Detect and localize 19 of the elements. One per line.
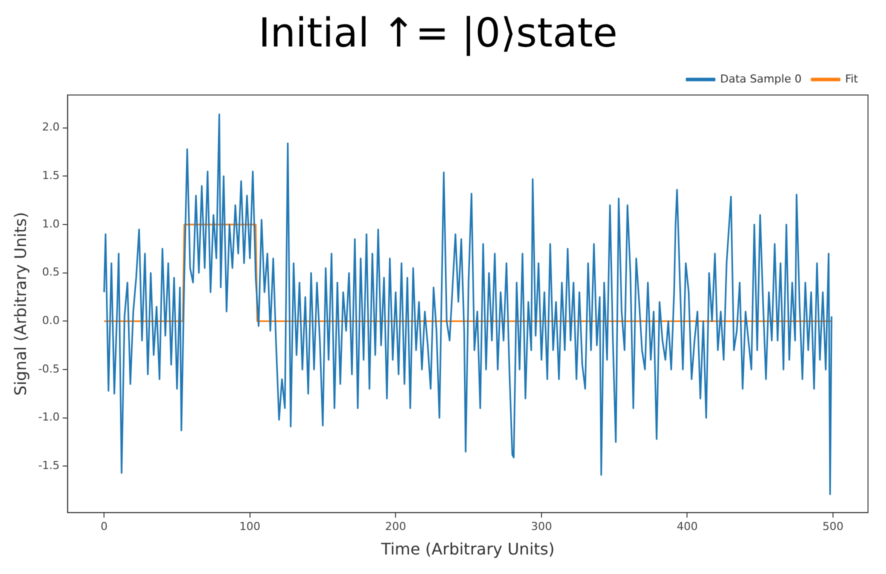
y-tick-label: 1.5 bbox=[42, 169, 60, 182]
chart-title: Initial ↑= |0⟩state bbox=[258, 10, 618, 56]
y-tick-label: -1.0 bbox=[38, 410, 60, 424]
y-tick-label: 2.0 bbox=[42, 120, 60, 134]
legend-label: Data Sample 0 bbox=[720, 72, 802, 86]
x-axis-title: Time (Arbitrary Units) bbox=[380, 540, 555, 559]
x-tick-label: 300 bbox=[530, 520, 552, 534]
y-axis-title: Signal (Arbitrary Units) bbox=[10, 212, 30, 396]
y-tick-label: 0.0 bbox=[42, 314, 60, 328]
x-tick-label: 0 bbox=[100, 520, 108, 534]
legend-label: Fit bbox=[845, 72, 859, 86]
x-tick-label: 200 bbox=[385, 520, 406, 534]
x-tick-label: 100 bbox=[239, 520, 260, 534]
y-tick-label: -1.5 bbox=[38, 459, 60, 472]
x-tick-label: 500 bbox=[822, 520, 844, 534]
y-tick-label: 1.0 bbox=[42, 217, 60, 230]
y-tick-label: -0.5 bbox=[38, 362, 60, 376]
x-tick-label: 400 bbox=[676, 520, 698, 534]
y-tick-label: 0.5 bbox=[42, 266, 60, 279]
